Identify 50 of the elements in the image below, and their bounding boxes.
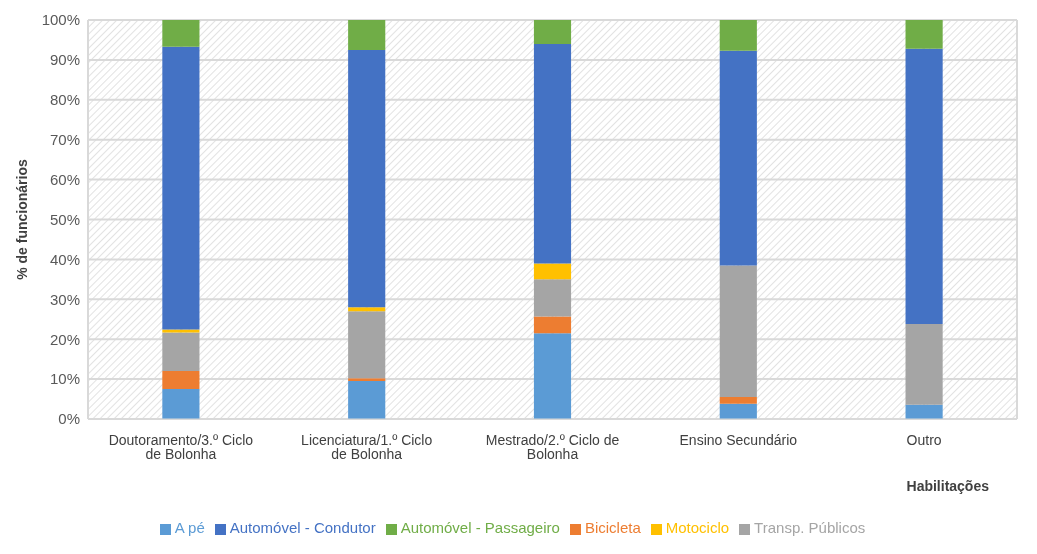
bar — [905, 20, 943, 49]
bar — [905, 48, 943, 325]
x-tick-label: Licenciatura/1.º Ciclo de Bolonha — [301, 431, 433, 462]
bar — [348, 307, 386, 312]
legend-label: Transp. Públicos — [754, 519, 866, 536]
bar — [533, 316, 572, 334]
bar — [162, 20, 200, 47]
y-tick-label: 100% — [41, 11, 80, 29]
bar — [348, 311, 386, 379]
bar — [348, 49, 386, 308]
bar — [348, 381, 386, 419]
bar — [719, 20, 757, 51]
x-axis-title: Habilitações — [906, 478, 990, 494]
bar — [719, 50, 757, 266]
bar — [719, 265, 757, 398]
bar — [533, 279, 572, 317]
legend-label: Automóvel - Condutor — [229, 519, 376, 536]
bar — [348, 20, 386, 50]
y-tick-label: 0% — [58, 410, 80, 428]
y-tick-label: 60% — [49, 170, 80, 188]
bar — [533, 43, 572, 264]
bar — [533, 333, 572, 419]
bar — [162, 46, 200, 330]
y-tick-label: 10% — [49, 370, 80, 388]
x-tick-label: Doutoramento/3.º Ciclo de Bolonha — [108, 431, 254, 462]
y-tick-label: 40% — [49, 250, 80, 268]
y-tick-label: 80% — [49, 91, 80, 109]
y-tick-label: 70% — [49, 131, 80, 149]
legend-label: Automóvel - Passageiro — [400, 519, 560, 536]
legend-label: Bicicleta — [584, 519, 641, 536]
bar — [162, 332, 200, 372]
bar — [905, 324, 943, 405]
x-tick-label: Outro — [906, 431, 942, 448]
bar — [348, 378, 386, 382]
x-tick-label: Mestrado/2.º Ciclo de Bolonha — [485, 431, 620, 462]
bar — [719, 403, 757, 419]
bar — [533, 20, 572, 44]
bar — [533, 263, 572, 280]
y-tick-label: 20% — [49, 330, 80, 348]
x-tick-label: Ensino Secundário — [679, 431, 798, 448]
y-tick-label: 30% — [49, 290, 80, 308]
legend-label: A pé — [174, 519, 205, 536]
legend-label: Motociclo — [665, 519, 730, 536]
y-tick-label: 50% — [49, 210, 80, 228]
y-axis-title: % de funcionários — [13, 159, 30, 280]
bar — [905, 404, 943, 419]
bar — [162, 389, 200, 419]
y-tick-label: 90% — [49, 51, 80, 69]
bar — [719, 397, 757, 404]
bar — [162, 371, 200, 390]
